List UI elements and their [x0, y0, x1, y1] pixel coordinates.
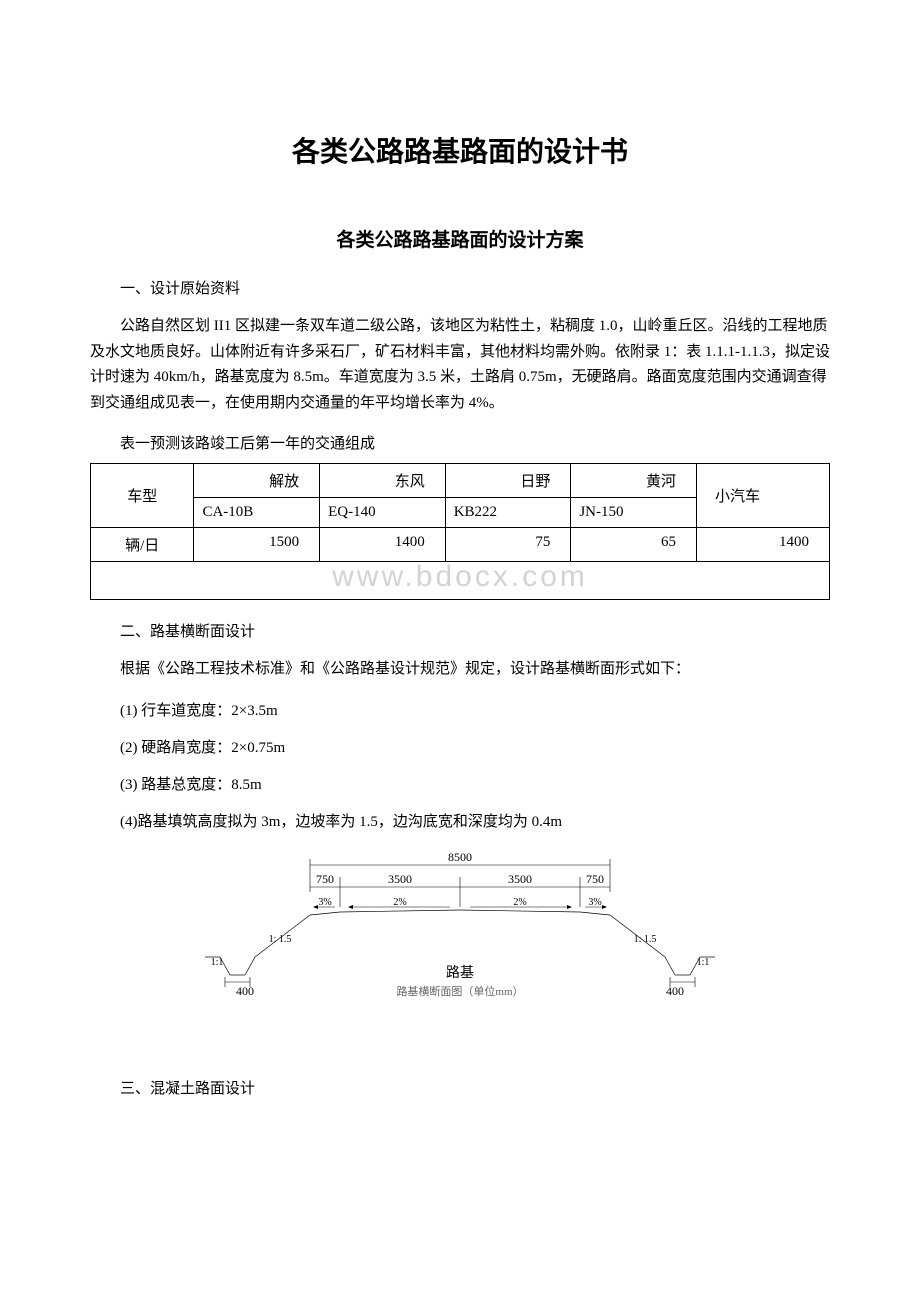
table-cell: 65: [571, 528, 697, 562]
table-cell: 日野: [445, 464, 571, 498]
table-row: 车型 解放 东风 日野 黄河 小汽车: [91, 464, 830, 498]
slope-text-l: 1: 1.5: [269, 934, 292, 945]
grade-text: 2%: [393, 897, 406, 908]
grade-text: 3%: [588, 897, 601, 908]
table-cell: 1400: [696, 528, 829, 562]
spec-item: (3) 路基总宽度：8.5m: [90, 773, 830, 794]
table-cell: 1400: [320, 528, 446, 562]
grade-text: 3%: [318, 897, 331, 908]
dim-ditch-r: 400: [666, 984, 684, 998]
ditch-slope-r: 1:1: [697, 957, 710, 968]
section2-heading: 二、路基横断面设计: [90, 620, 830, 641]
section1-heading: 一、设计原始资料: [90, 277, 830, 298]
table-cell: 解放: [194, 464, 320, 498]
spec-item: (2) 硬路肩宽度：2×0.75m: [90, 736, 830, 757]
ditch-slope-l: 1:1: [211, 957, 224, 968]
table-cell: 东风: [320, 464, 446, 498]
table-cell: 黄河: [571, 464, 697, 498]
spec-item: (4)路基填筑高度拟为 3m，边坡率为 1.5，边沟底宽和深度均为 0.4m: [90, 810, 830, 831]
traffic-table: 车型 解放 东风 日野 黄河 小汽车 CA-10B EQ-140 KB222 J…: [90, 463, 830, 600]
dim-shoulder-l: 750: [316, 872, 334, 886]
slope-text-r: 1: 1.5: [634, 934, 657, 945]
table-header-label: 车型: [91, 464, 194, 528]
cross-section-diagram: 8500 750 3500 3500 750 3% 2% 2% 3% 1: 1.…: [90, 847, 830, 1027]
table-caption: 表一预测该路竣工后第一年的交通组成: [90, 432, 830, 453]
table-cell: 辆/日: [91, 528, 194, 562]
table-cell-text: 车: [745, 489, 760, 505]
section2-para1: 根据《公路工程技术标准》和《公路路基设计规范》规定，设计路基横断面形式如下：: [90, 657, 830, 683]
dim-total: 8500: [448, 850, 472, 864]
watermark-text: www.bdocx.com: [91, 560, 829, 594]
table-cell: EQ-140: [320, 498, 446, 528]
table-cell: 1500: [194, 528, 320, 562]
watermark-cell: www.bdocx.com: [91, 562, 830, 600]
section1-para1: 公路自然区划 II1 区拟建一条双车道二级公路，该地区为粘性土，粘稠度 1.0，…: [90, 314, 830, 416]
dim-ditch-l: 400: [236, 984, 254, 998]
dim-shoulder-r: 750: [586, 872, 604, 886]
table-cell: 小汽车: [696, 464, 829, 528]
table-cell: 75: [445, 528, 571, 562]
diagram-center-label: 路基: [446, 964, 474, 981]
section3-heading: 三、混凝土路面设计: [90, 1077, 830, 1098]
spec-item: (1) 行车道宽度：2×3.5m: [90, 699, 830, 720]
diagram-caption: 路基横断面图（单位mm）: [396, 984, 523, 998]
table-cell: CA-10B: [194, 498, 320, 528]
main-title: 各类公路路基路面的设计书: [90, 130, 830, 170]
sub-title: 各类公路路基路面的设计方案: [90, 225, 830, 252]
table-cell-text: 小汽: [715, 489, 745, 505]
table-cell: KB222: [445, 498, 571, 528]
table-row: 辆/日 1500 1400 75 65 1400: [91, 528, 830, 562]
table-row: www.bdocx.com: [91, 562, 830, 600]
table-cell: JN-150: [571, 498, 697, 528]
grade-text: 2%: [513, 897, 526, 908]
diagram-svg: 8500 750 3500 3500 750 3% 2% 2% 3% 1: 1.…: [200, 847, 720, 1027]
dim-lane-r: 3500: [508, 872, 532, 886]
dim-lane-l: 3500: [388, 872, 412, 886]
